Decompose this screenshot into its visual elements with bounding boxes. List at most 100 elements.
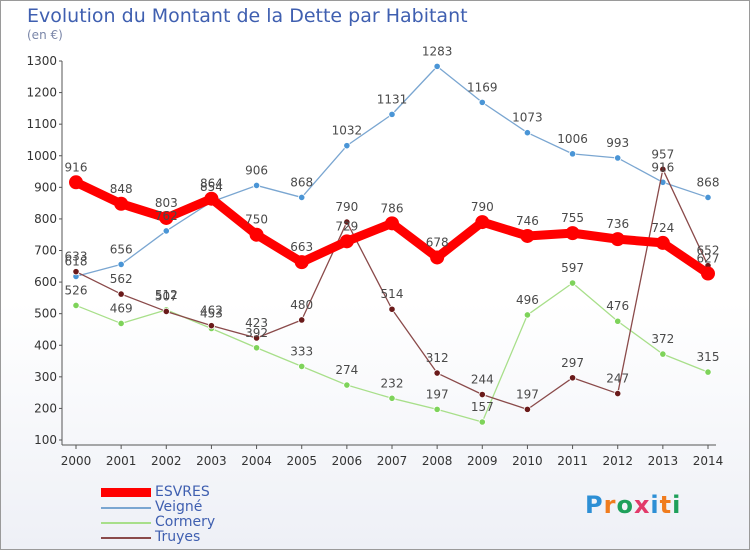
legend-label-esvres: ESVRES — [155, 484, 210, 500]
data-point-truyes — [343, 218, 351, 226]
data-point-truyes — [568, 374, 577, 382]
data-label-veigné: 906 — [245, 163, 268, 177]
data-label-cormery: 476 — [606, 299, 629, 313]
data-label-cormery: 157 — [471, 400, 494, 414]
data-label-veigné: 1169 — [467, 80, 498, 94]
proxiti-logo: Proxiti — [585, 491, 681, 519]
logo-letter: r — [603, 491, 617, 519]
data-point-cormery — [433, 405, 441, 413]
x-tick-label: 2001 — [106, 454, 137, 468]
x-tick-label: 2007 — [377, 454, 408, 468]
data-label-esvres: 848 — [110, 182, 133, 196]
data-label-esvres: 746 — [516, 214, 539, 228]
y-tick-label: 1100 — [26, 117, 57, 131]
data-point-truyes — [252, 334, 261, 342]
data-point-truyes — [388, 305, 396, 313]
x-tick-label: 2004 — [241, 454, 272, 468]
legend-swatch-veigné — [101, 507, 151, 509]
logo-letter: i — [650, 491, 660, 519]
data-point-truyes — [614, 389, 622, 398]
x-tick-label: 2010 — [512, 454, 543, 468]
x-tick-label: 2011 — [557, 454, 588, 468]
data-label-truyes: 633 — [65, 250, 88, 264]
chart-title: Evolution du Montant de la Dette par Hab… — [27, 5, 468, 27]
data-point-cormery — [704, 368, 712, 376]
legend-swatch-esvres — [101, 488, 151, 497]
data-point-truyes — [478, 390, 486, 399]
data-point-truyes — [72, 268, 80, 276]
data-label-esvres: 916 — [65, 160, 88, 174]
y-tick-label: 1300 — [26, 54, 57, 68]
data-label-esvres: 736 — [606, 217, 629, 231]
y-tick-label: 200 — [34, 401, 57, 415]
data-point-veigné — [162, 227, 170, 235]
data-label-cormery: 315 — [697, 350, 720, 364]
data-label-cormery: 469 — [110, 301, 133, 315]
x-tick-label: 2013 — [648, 454, 679, 468]
data-label-esvres: 663 — [290, 240, 313, 254]
data-label-veigné: 1006 — [557, 132, 588, 146]
data-label-esvres: 627 — [697, 252, 720, 266]
x-tick-label: 2003 — [196, 454, 227, 468]
data-label-truyes: 297 — [561, 356, 584, 370]
data-point-cormery — [659, 350, 667, 358]
y-tick-label: 100 — [34, 433, 57, 447]
data-label-truyes: 312 — [426, 351, 449, 365]
data-label-veigné: 916 — [651, 160, 674, 174]
x-tick-label: 2002 — [151, 454, 182, 468]
data-point-esvres — [294, 255, 309, 270]
data-point-cormery — [523, 311, 532, 319]
data-label-esvres: 786 — [381, 201, 404, 215]
data-label-veigné: 868 — [290, 175, 313, 189]
data-point-truyes — [659, 165, 667, 173]
data-point-veigné — [704, 193, 712, 202]
data-point-cormery — [117, 319, 125, 328]
data-point-esvres — [701, 266, 715, 281]
data-point-veigné — [433, 62, 441, 70]
y-tick-label: 1000 — [26, 149, 57, 163]
data-label-cormery: 232 — [381, 376, 404, 390]
data-point-esvres — [159, 210, 174, 225]
data-point-esvres — [430, 250, 445, 265]
legend-label-cormery: Cormery — [155, 514, 216, 530]
data-point-veigné — [252, 181, 261, 190]
data-label-veigné: 762 — [155, 209, 178, 223]
legend-swatch-cormery — [101, 522, 151, 524]
data-point-esvres — [565, 226, 580, 241]
logo-letter: o — [616, 491, 634, 519]
data-label-cormery: 453 — [200, 307, 223, 321]
data-point-veigné — [117, 260, 125, 268]
data-label-esvres: 729 — [335, 219, 358, 233]
data-label-esvres: 803 — [155, 196, 178, 210]
data-point-cormery — [72, 301, 80, 310]
data-point-truyes — [433, 369, 441, 377]
legend-swatch-truyes — [101, 537, 151, 539]
data-point-esvres — [475, 215, 490, 230]
data-label-veigné: 1032 — [332, 124, 363, 138]
data-point-esvres — [655, 235, 670, 250]
data-point-esvres — [610, 232, 625, 247]
data-point-veigné — [388, 110, 396, 118]
logo-letter: i — [672, 491, 682, 519]
y-tick-label: 1200 — [26, 86, 57, 100]
data-label-truyes: 562 — [110, 272, 133, 286]
data-label-cormery: 372 — [651, 332, 674, 346]
logo-letter: P — [585, 491, 604, 519]
x-tick-label: 2005 — [286, 454, 317, 468]
x-tick-label: 2012 — [602, 454, 633, 468]
data-point-truyes — [117, 290, 125, 298]
data-label-veigné: 656 — [110, 242, 133, 256]
legend-item-esvres: ESVRES — [101, 484, 361, 500]
data-label-esvres: 755 — [561, 211, 584, 225]
data-label-esvres: 750 — [245, 213, 268, 227]
y-tick-label: 400 — [34, 338, 57, 352]
x-tick-label: 2009 — [467, 454, 498, 468]
data-label-truyes: 514 — [381, 287, 404, 301]
x-tick-label: 2000 — [61, 454, 92, 468]
legend-label-veigné: Veigné — [155, 499, 203, 515]
legend-item-truyes: Truyes — [101, 529, 361, 545]
data-label-cormery: 392 — [245, 326, 268, 340]
data-point-cormery — [568, 279, 577, 287]
y-tick-label: 600 — [34, 275, 57, 289]
